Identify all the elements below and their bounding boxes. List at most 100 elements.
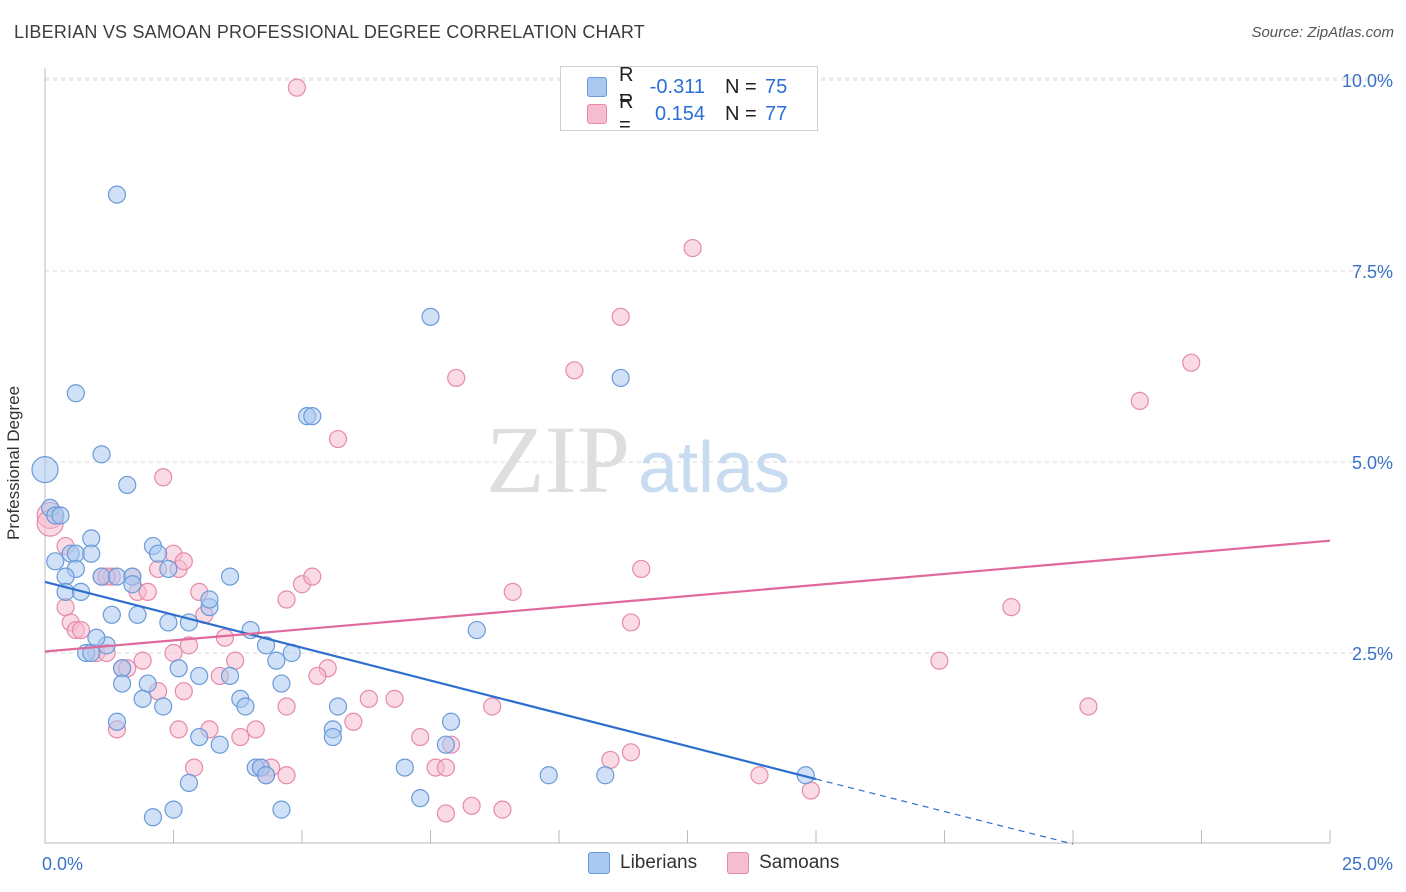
samoans-point	[138, 582, 157, 601]
liberians-point	[46, 552, 65, 571]
samoans-point	[328, 429, 348, 449]
samoans-point	[436, 758, 456, 777]
samoans-point	[56, 598, 75, 617]
samoans-point	[1002, 598, 1021, 617]
samoans-point	[411, 727, 430, 747]
liberians-point	[467, 620, 486, 640]
samoans-point	[683, 238, 702, 258]
liberians-point	[256, 766, 276, 785]
liberians-point	[210, 735, 229, 754]
watermark-zip: ZIP	[486, 406, 630, 513]
legend-row-samoans: R = 0.154 N = 77	[587, 91, 788, 136]
samoans-point	[231, 727, 250, 747]
chart-title: LIBERIAN VS SAMOAN PROFESSIONAL DEGREE C…	[14, 22, 645, 42]
legend-n-value: 77	[765, 102, 788, 125]
liberians-point	[31, 456, 59, 484]
axes	[44, 68, 1331, 844]
samoans-point	[611, 307, 630, 326]
liberians-point	[328, 697, 348, 716]
liberians-point	[107, 185, 127, 204]
samoans-point	[930, 651, 949, 670]
liberians-point	[395, 758, 414, 777]
liberians-point	[92, 567, 111, 586]
liberians-point	[102, 605, 121, 624]
legend-item-samoans: Samoans	[727, 852, 839, 874]
samoans-point	[277, 697, 296, 716]
legend-r-label: R =	[619, 91, 634, 136]
liberians-point	[267, 651, 286, 670]
liberians-point	[123, 575, 142, 594]
samoans-point	[632, 559, 651, 579]
samoans-point	[601, 750, 620, 770]
y-tick-label: 5.0%	[1352, 453, 1393, 473]
samoans-point	[154, 468, 173, 487]
liberians-point	[411, 789, 430, 808]
liberians-point	[272, 674, 291, 693]
liberians-trend-extension	[815, 778, 1074, 845]
liberians-point	[56, 567, 75, 586]
samoans-trend-line	[44, 539, 1331, 653]
liberians-point	[133, 689, 152, 708]
liberians-point	[128, 605, 147, 624]
legend-n-label: N =	[725, 75, 757, 98]
samoans-point	[215, 628, 234, 647]
liberians-point	[441, 712, 461, 731]
liberians-point	[421, 307, 440, 326]
legend-r-value: -0.311	[649, 75, 705, 98]
samoans-point	[1130, 391, 1149, 410]
samoans-point	[462, 796, 481, 815]
samoans-point	[483, 697, 502, 716]
liberians-point	[112, 674, 132, 693]
samoans-point	[621, 613, 641, 632]
liberians-point	[154, 697, 173, 716]
legend-item-liberians: Liberians	[588, 852, 697, 874]
samoans-point	[621, 743, 641, 762]
samoans-swatch	[727, 852, 750, 874]
legend-row-liberians: R = -0.311 N = 75	[587, 64, 787, 109]
samoans-point	[174, 552, 193, 571]
liberians-trend-line	[44, 580, 817, 781]
liberians-point	[51, 506, 70, 525]
source-label: Source: ZipAtlas.com	[1251, 24, 1394, 41]
samoans-point	[565, 361, 584, 380]
samoans-point	[1079, 697, 1098, 716]
samoans-point	[287, 78, 306, 97]
legend-label-liberians: Liberians	[620, 852, 698, 873]
liberians-point	[107, 712, 127, 731]
liberians-point	[611, 368, 630, 388]
samoans-point	[184, 758, 204, 777]
liberians-point	[87, 628, 106, 647]
watermark-atlas: atlas	[638, 428, 790, 508]
liberians-point	[138, 674, 157, 693]
liberians-point	[200, 590, 219, 609]
liberians-point	[190, 727, 209, 747]
liberians-point	[220, 666, 240, 686]
watermark: ZIP atlas	[486, 406, 790, 513]
samoans-point	[169, 720, 188, 739]
liberians-point	[82, 544, 101, 563]
liberians-point	[112, 659, 132, 678]
samoans-point	[344, 712, 363, 731]
liberians-point	[66, 384, 85, 403]
samoans-point	[246, 720, 265, 739]
liberians-point	[303, 407, 322, 426]
x-tick-label: 25.0%	[1342, 854, 1393, 874]
liberians-swatch	[587, 77, 607, 97]
liberians-point	[118, 475, 137, 495]
samoans-point	[750, 766, 769, 785]
liberians-point	[272, 800, 291, 819]
liberians-point	[236, 697, 255, 716]
liberians-point	[190, 666, 209, 686]
liberians-point	[92, 445, 111, 464]
samoans-point	[493, 800, 512, 819]
samoans-point	[447, 368, 466, 388]
liberians-point	[539, 766, 558, 785]
samoans-point	[164, 643, 183, 663]
liberians-point	[107, 567, 127, 586]
liberians-swatch	[588, 852, 610, 874]
liberians-point	[66, 544, 85, 563]
liberians-point	[143, 808, 163, 827]
y-axis-label: Professional Degree	[4, 385, 23, 540]
y-tick-label: 7.5%	[1352, 262, 1393, 282]
liberians-point	[159, 559, 178, 579]
